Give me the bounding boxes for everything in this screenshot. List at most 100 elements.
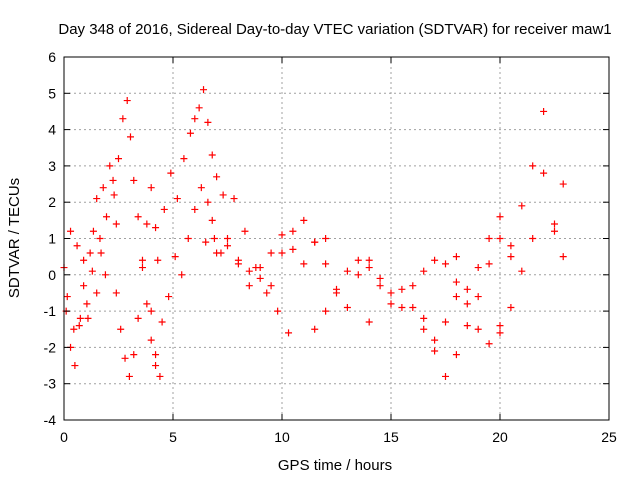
data-point-arc-k-9 — [463, 300, 471, 308]
data-point-arc-g-9 — [300, 260, 308, 268]
data-point-arc-l-4 — [463, 322, 471, 330]
data-point-arc-d-8 — [147, 184, 155, 192]
data-point-arc-a-9 — [89, 227, 97, 235]
data-point-arc-e-3 — [167, 169, 175, 177]
data-point-arc-i-13 — [365, 318, 373, 326]
data-point-arc-a-15 — [109, 176, 117, 184]
data-point-arc-e-12 — [213, 173, 221, 181]
data-point-arc-e-10 — [204, 118, 212, 126]
data-point-arc-b-2 — [71, 362, 79, 370]
data-point-arc-c-1 — [115, 155, 122, 163]
x-tick-label: 5 — [169, 429, 177, 445]
data-point-arc-n-4 — [540, 169, 548, 177]
data-point-arc-g-6 — [267, 249, 275, 257]
data-point-arc-k-2 — [387, 289, 395, 297]
data-point-arc-a-10 — [93, 195, 101, 203]
data-point-arc-e-5 — [180, 155, 188, 163]
data-point-arc-g-5 — [256, 274, 264, 282]
x-axis-label: GPS time / hours — [278, 457, 392, 474]
data-point-arc-l-7 — [496, 235, 504, 242]
data-point-arc-i-7 — [300, 216, 308, 224]
data-point-arc-c-5 — [130, 176, 138, 184]
data-point-arc-i-1 — [234, 260, 242, 268]
data-point-arc-d-4 — [130, 351, 138, 359]
y-tick-label: 1 — [48, 231, 56, 247]
data-point-arc-j-5 — [365, 264, 373, 272]
data-point-arc-h-1 — [219, 191, 227, 199]
data-point-arc-c-11 — [156, 372, 164, 380]
data-point-arc-i-8 — [311, 238, 319, 246]
data-point-arc-m-4 — [496, 213, 504, 221]
data-point-arc-e-6 — [186, 129, 194, 137]
data-point-arc-j-10 — [420, 325, 428, 333]
y-tick-label: -1 — [44, 303, 57, 319]
data-point-arc-c-9 — [147, 336, 155, 344]
data-point-arc-e-8 — [195, 104, 203, 112]
data-point-arc-a-4 — [73, 242, 81, 250]
data-point-arc-h-3 — [241, 227, 249, 235]
data-point-arc-n-3 — [529, 235, 537, 242]
data-point-arc-a-3 — [70, 325, 78, 333]
data-point-arc-a-16 — [112, 220, 120, 228]
data-point-arc-f-9 — [210, 235, 218, 242]
data-point-arc-i-3 — [256, 264, 264, 272]
data-point-arc-d-9 — [152, 224, 160, 232]
data-point-arc-k-6 — [431, 256, 439, 264]
data-point-arc-a-13 — [103, 213, 111, 221]
data-point-arc-n-6 — [559, 180, 567, 188]
y-tick-label: 6 — [48, 49, 56, 65]
data-point-arc-d-1 — [117, 325, 125, 333]
data-point-arc-j-2 — [333, 285, 340, 293]
y-tick-label: 0 — [48, 267, 56, 283]
data-point-arc-m-5 — [507, 242, 515, 250]
data-point-arc-d-5 — [134, 314, 142, 322]
data-point-arc-b-4 — [80, 282, 88, 290]
data-point-arc-j-1 — [322, 307, 330, 315]
data-point-arc-k-10 — [474, 325, 482, 333]
data-point-arc-k-11 — [485, 340, 493, 348]
data-point-arc-m-2 — [474, 264, 482, 272]
data-point-arc-a-1 — [63, 293, 71, 301]
data-point-arc-l-2 — [442, 372, 449, 380]
data-point-arc-n-1 — [507, 303, 515, 311]
data-point-arc-i-9 — [322, 260, 330, 268]
data-point-arc-b-9 — [101, 271, 109, 279]
data-point-arc-j-11 — [431, 336, 439, 344]
x-tick-label: 0 — [60, 429, 68, 445]
data-point-arc-h-6 — [274, 307, 282, 315]
data-point-arc-a-12 — [99, 184, 107, 192]
data-point-arc-k-12 — [496, 322, 504, 330]
x-tick-label: 25 — [601, 429, 617, 445]
data-point-arc-n-0 — [496, 329, 504, 337]
data-point-arc-h-2 — [230, 195, 238, 203]
data-point-arc-h-0 — [208, 216, 216, 224]
data-point-arc-j-8 — [398, 285, 406, 293]
x-tick-label: 20 — [492, 429, 508, 445]
data-point-arc-i-2 — [245, 282, 253, 290]
data-point-arc-b-5 — [84, 314, 92, 322]
data-point-arc-m-3 — [485, 235, 493, 242]
data-point-arc-h-7 — [285, 329, 293, 337]
data-point-arc-j-4 — [354, 256, 362, 264]
data-point-arc-g-4 — [245, 267, 253, 275]
data-point-arc-j-13 — [452, 293, 460, 301]
data-point-arc-a-14 — [106, 162, 114, 170]
data-point-arc-l-5 — [474, 293, 482, 301]
y-tick-label: 4 — [48, 122, 56, 138]
data-point-arc-e-9 — [200, 86, 208, 94]
y-tick-label: -2 — [44, 339, 57, 355]
data-point-arc-g-2 — [224, 242, 231, 250]
data-point-arc-j-3 — [343, 267, 351, 275]
data-point-arc-c-8 — [143, 300, 151, 308]
data-point-arc-d-0 — [112, 289, 120, 297]
data-point-arc-a-6 — [80, 256, 88, 264]
data-point-arc-m-1 — [463, 285, 471, 293]
data-point-arc-i-4 — [267, 282, 275, 290]
data-point-arc-d-3 — [125, 372, 133, 380]
data-point-arc-a-2 — [67, 227, 75, 235]
data-point-arc-l-1 — [431, 347, 439, 355]
chart-points — [60, 86, 567, 380]
data-point-arc-e-1 — [154, 256, 162, 264]
data-point-arc-n-2 — [518, 267, 526, 275]
data-point-arc-i-12 — [354, 271, 362, 279]
